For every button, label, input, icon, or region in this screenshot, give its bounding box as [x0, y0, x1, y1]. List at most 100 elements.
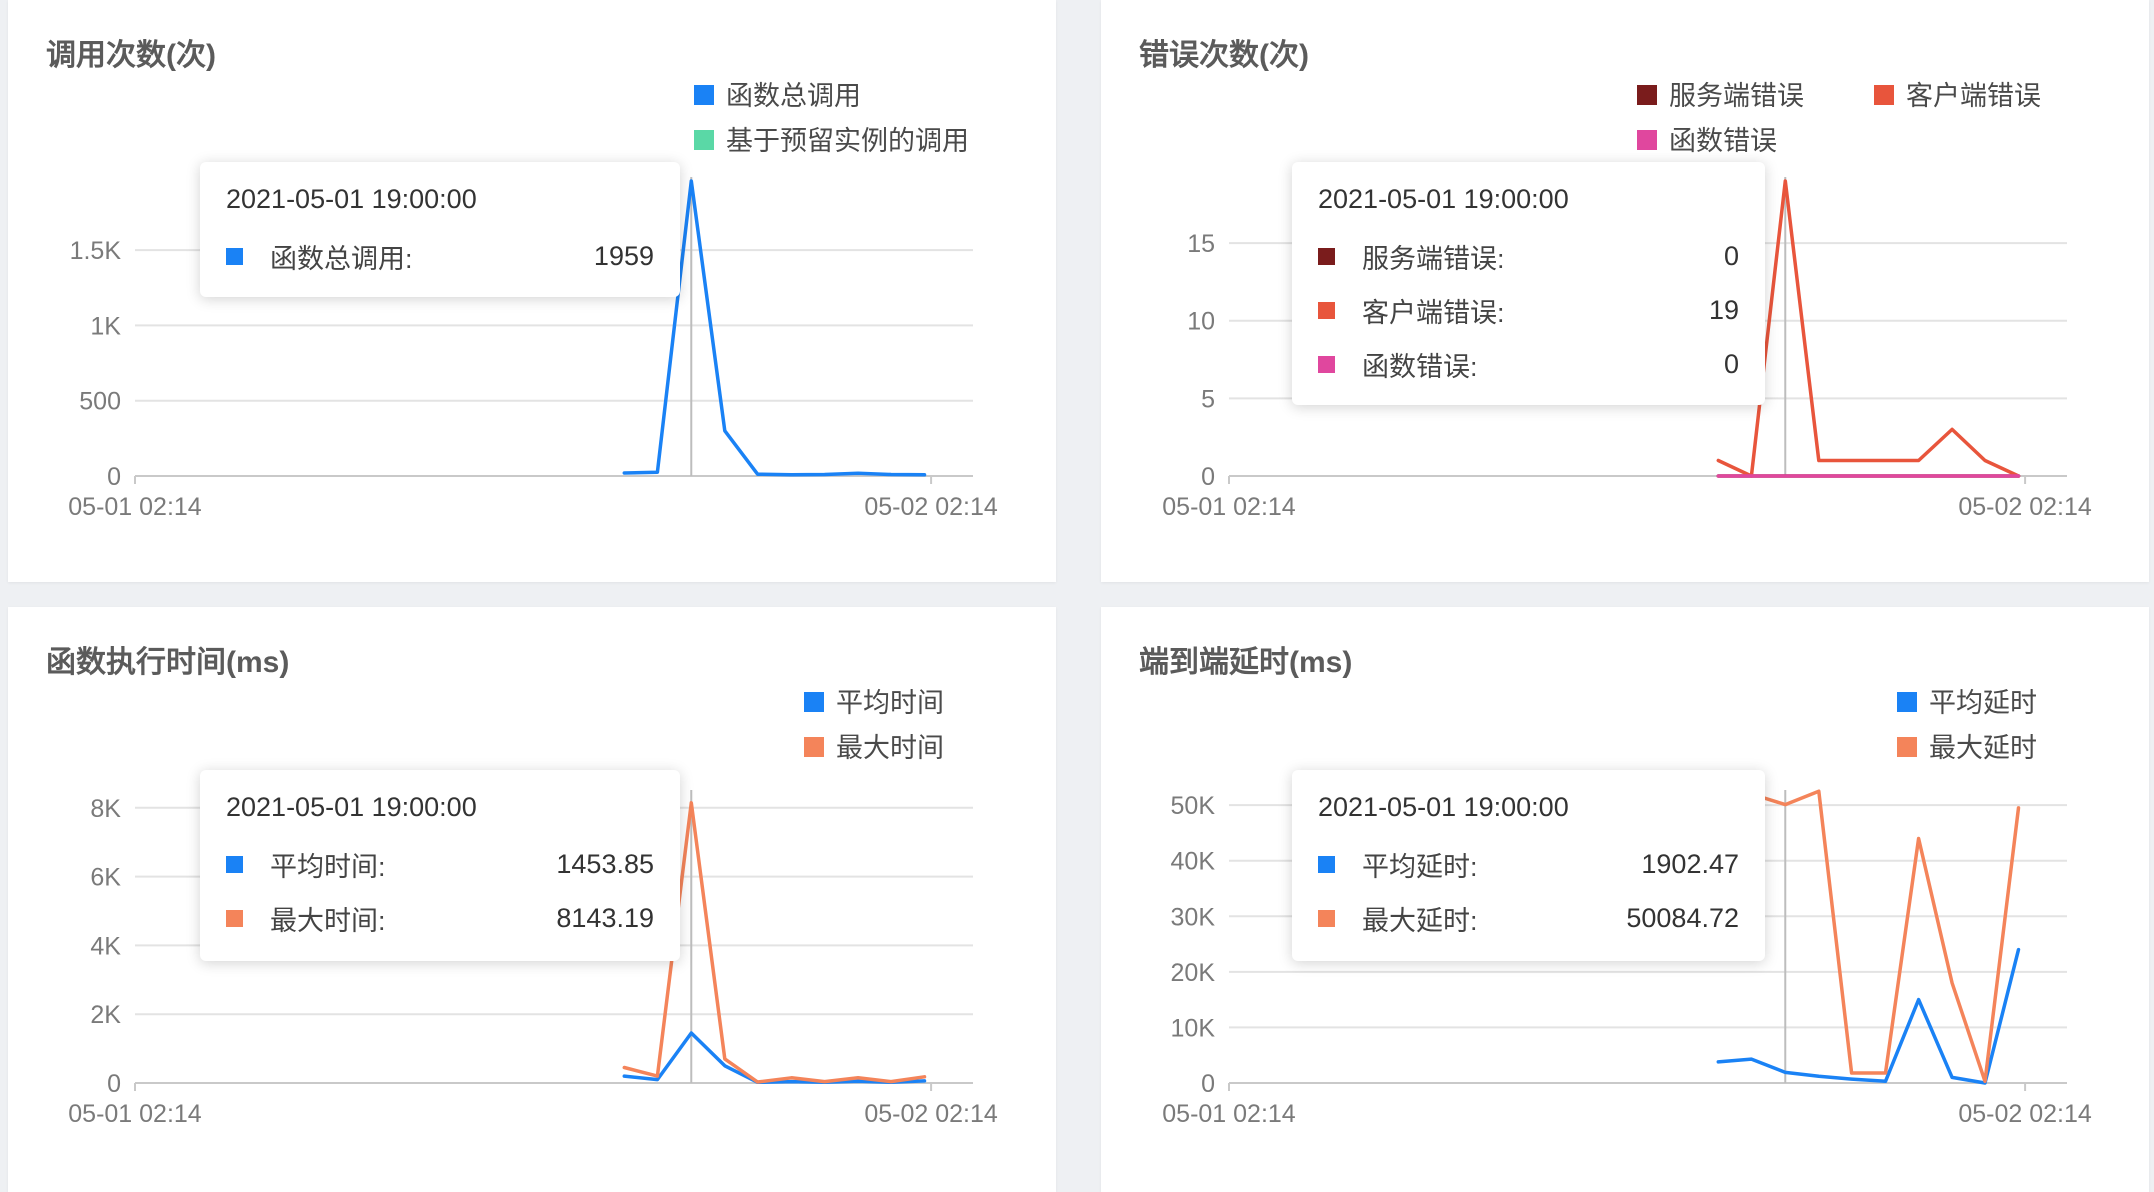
y-tick-label: 0: [107, 463, 121, 491]
legend-item[interactable]: 最大延时: [1897, 733, 2037, 763]
panel-title: 端到端延时(ms): [1139, 646, 1353, 679]
tooltip-timestamp: 2021-05-01 19:00:00: [1318, 184, 1569, 214]
y-tick-label: 10: [1187, 308, 1215, 336]
y-tick-label: 0: [1201, 1070, 1215, 1098]
tooltip-value: 19: [1708, 294, 1739, 325]
legend-label: 最大延时: [1929, 733, 2037, 763]
series-line-2[interactable]: [1716, 179, 2021, 478]
y-tick-label: 0: [1201, 463, 1215, 491]
tooltip-value: 1453.85: [556, 848, 654, 879]
legend-item[interactable]: 基于预留实例的调用: [694, 126, 969, 156]
tooltip-row: 平均时间: 1453.85: [226, 837, 654, 891]
y-tick-label: 30K: [1171, 903, 1216, 931]
tooltip-swatch: [1318, 355, 1335, 373]
y-tick-label: 6K: [90, 864, 121, 892]
tooltip-label: 函数错误:: [1362, 351, 1478, 382]
tooltip-label: 平均时间:: [270, 851, 386, 882]
tooltip-timestamp: 2021-05-01 19:00:00: [1318, 792, 1569, 822]
tooltip-row: 服务端错误: 0: [1318, 229, 1739, 283]
panel-title: 函数执行时间(ms): [46, 646, 290, 679]
y-tick-label: 15: [1187, 230, 1215, 258]
legend-item[interactable]: 平均时间: [804, 688, 944, 718]
tooltip-swatch: [226, 909, 243, 927]
legend-swatch: [804, 737, 824, 757]
legend-item[interactable]: 服务端错误: [1637, 81, 1804, 111]
tooltip-swatch: [1318, 909, 1335, 927]
panel-title: 错误次数(次): [1139, 39, 1309, 72]
legend-swatch: [804, 692, 824, 712]
y-tick-label: 40K: [1171, 848, 1216, 876]
tooltip-label: 平均延时:: [1362, 851, 1478, 882]
y-tick-label: 10K: [1171, 1014, 1216, 1042]
legend-swatch: [1897, 737, 1917, 757]
tooltip-value: 8143.19: [556, 902, 654, 933]
legend-label: 服务端错误: [1669, 81, 1804, 111]
y-tick-label: 1K: [90, 312, 121, 340]
legend-label: 客户端错误: [1906, 81, 2041, 111]
tooltip-swatch: [226, 247, 243, 265]
tooltip-value: 50084.72: [1626, 902, 1739, 933]
tooltip-row: 函数总调用: 1959: [226, 229, 654, 283]
tooltip-row: 最大延时: 50084.72: [1318, 891, 1739, 945]
invocations-panel: 调用次数(次) 0 500 1K 1.5K 05-01 02:14 05-02 02:14…: [8, 0, 1056, 582]
legend-label: 函数错误: [1669, 126, 1777, 156]
x-tick-label: 05-02 02:14: [864, 493, 998, 521]
panel-title: 调用次数(次): [46, 39, 216, 72]
tooltip-timestamp: 2021-05-01 19:00:00: [226, 792, 477, 822]
legend-label: 基于预留实例的调用: [726, 126, 969, 156]
y-tick-label: 50K: [1171, 792, 1216, 820]
tooltip-label: 最大时间:: [270, 905, 386, 936]
chart-tooltip: 2021-05-01 19:00:00 函数总调用: 1959: [200, 162, 680, 297]
series-line-1[interactable]: [1716, 947, 2021, 1085]
tooltip-value: 1959: [593, 240, 654, 271]
tooltip-swatch: [1318, 855, 1335, 873]
legend-label: 平均时间: [836, 688, 944, 718]
x-tick-label: 05-01 02:14: [1162, 493, 1296, 521]
errors-panel: 错误次数(次) 0 5 10 15 05-01 02:14 05-02 02:14 服务端错…: [1101, 0, 2149, 582]
tooltip-row: 平均延时: 1902.47: [1318, 837, 1739, 891]
legend-swatch: [694, 85, 714, 105]
legend-item[interactable]: 最大时间: [804, 733, 944, 763]
chart-tooltip: 2021-05-01 19:00:00 服务端错误: 0 客户端错误: 19 函数错误: 0: [1292, 162, 1765, 405]
y-tick-label: 1.5K: [70, 237, 122, 265]
y-tick-label: 20K: [1171, 959, 1216, 987]
y-tick-label: 500: [79, 388, 121, 416]
legend-swatch: [1874, 85, 1894, 105]
tooltip-row: 客户端错误: 19: [1318, 283, 1739, 337]
x-tick-label: 05-02 02:14: [1958, 1100, 2092, 1128]
tooltip-label: 函数总调用:: [270, 243, 413, 274]
y-tick-label: 2K: [90, 1001, 121, 1029]
x-tick-label: 05-02 02:14: [864, 1100, 998, 1128]
tooltip-value: 0: [1723, 348, 1739, 379]
tooltip-swatch: [1318, 247, 1335, 265]
tooltip-swatch: [1318, 301, 1335, 319]
legend-label: 最大时间: [836, 733, 944, 763]
legend-item[interactable]: 函数错误: [1637, 126, 1777, 156]
legend-swatch: [1637, 130, 1657, 150]
legend-item[interactable]: 客户端错误: [1874, 81, 2041, 111]
series-line-1[interactable]: [622, 1031, 927, 1085]
x-tick-label: 05-01 02:14: [68, 493, 202, 521]
x-tick-label: 05-01 02:14: [1162, 1100, 1296, 1128]
series-line-2[interactable]: [1716, 789, 2021, 1084]
legend-item[interactable]: 函数总调用: [694, 81, 861, 111]
chart-tooltip: 2021-05-01 19:00:00 平均时间: 1453.85 最大时间: 8143…: [200, 770, 680, 961]
tooltip-timestamp: 2021-05-01 19:00:00: [226, 184, 477, 214]
legend-swatch: [1897, 692, 1917, 712]
y-tick-label: 0: [107, 1070, 121, 1098]
y-tick-label: 4K: [90, 932, 121, 960]
x-tick-label: 05-01 02:14: [68, 1100, 202, 1128]
series-line-1[interactable]: [622, 179, 927, 477]
legend-item[interactable]: 平均延时: [1897, 688, 2037, 718]
latency-panel: 端到端延时(ms) 0 10K 20K 30K 40K 50K 05-01 02:14 05-…: [1101, 607, 2149, 1192]
tooltip-value: 0: [1723, 240, 1739, 271]
chart-tooltip: 2021-05-01 19:00:00 平均延时: 1902.47 最大延时: 5008…: [1292, 770, 1765, 961]
legend-label: 平均延时: [1929, 688, 2037, 718]
y-tick-label: 8K: [90, 795, 121, 823]
legend-swatch: [694, 130, 714, 150]
tooltip-label: 服务端错误:: [1362, 243, 1505, 274]
tooltip-label: 客户端错误:: [1362, 297, 1505, 328]
execution-time-panel: 函数执行时间(ms) 0 2K 4K 6K 8K 05-01 02:14 05-02 02:…: [8, 607, 1056, 1192]
tooltip-row: 最大时间: 8143.19: [226, 891, 654, 945]
tooltip-value: 1902.47: [1641, 848, 1739, 879]
